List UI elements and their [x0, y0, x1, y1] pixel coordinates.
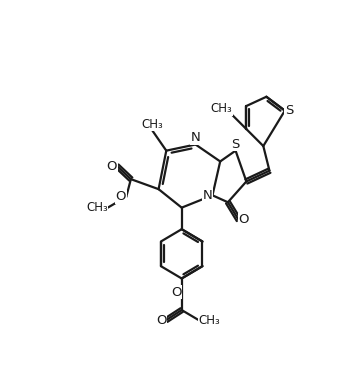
Text: O: O [106, 159, 117, 172]
Text: O: O [171, 286, 182, 299]
Text: CH₃: CH₃ [211, 102, 232, 115]
Text: CH₃: CH₃ [141, 118, 163, 131]
Text: S: S [285, 104, 293, 117]
Text: O: O [116, 190, 126, 204]
Text: S: S [231, 138, 240, 151]
Text: N: N [203, 189, 212, 202]
Text: O: O [239, 213, 249, 226]
Text: O: O [156, 313, 166, 327]
Text: N: N [191, 131, 201, 145]
Text: CH₃: CH₃ [199, 313, 220, 327]
Text: CH₃: CH₃ [86, 201, 108, 214]
